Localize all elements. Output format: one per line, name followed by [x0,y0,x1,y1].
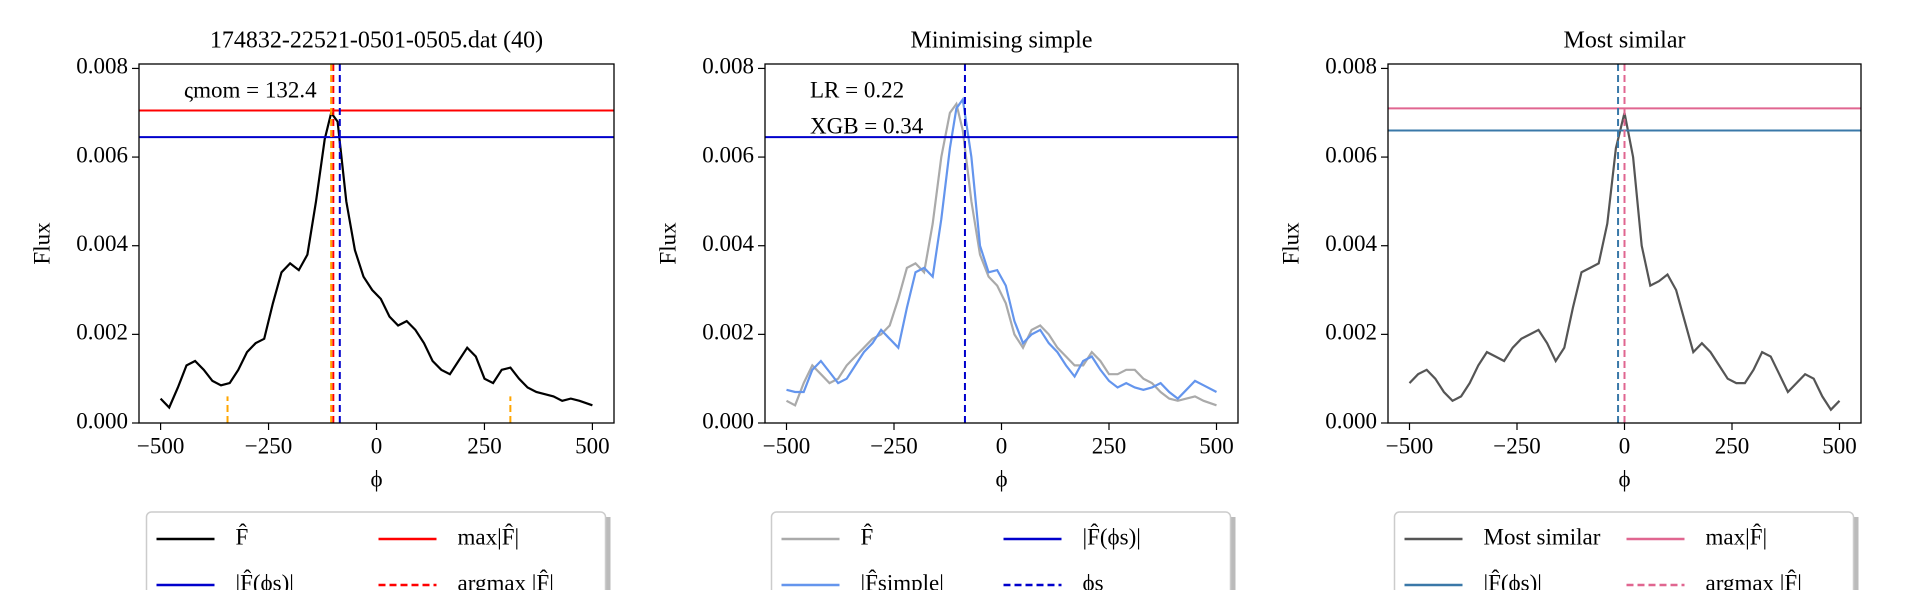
y-tick-label: 0.000 [1325,408,1377,433]
axes-frame [764,63,1239,424]
y-tick-label: 0.004 [702,231,754,256]
y-tick-label: 0.002 [1325,320,1377,345]
x-axis-label: ϕ [995,466,1007,491]
y-tick-label: 0.004 [1325,231,1377,256]
x-tick-label: −500 [137,433,184,458]
x-tick-label: −250 [245,433,292,458]
annotation: ςmom = 132.4 [184,77,317,102]
y-axis-label: Flux [29,222,54,265]
x-tick-label: 0 [1619,433,1631,458]
legend-label: |F̂(ϕs)| [1484,569,1542,590]
y-tick-label: 0.000 [702,408,754,433]
legend-box [770,511,1232,590]
x-tick-label: 500 [575,433,610,458]
data-line [785,101,1217,407]
legend-label: |F̂(ϕs)| [236,569,294,590]
x-tick-label: −250 [1493,433,1540,458]
y-tick-label: 0.006 [702,142,754,167]
chart-title: Minimising simple [910,28,1092,54]
legend-label: Most similar [1484,524,1601,549]
y-tick-label: 0.002 [76,320,128,345]
axes-frame [1387,63,1862,424]
y-tick-label: 0.006 [1325,142,1377,167]
legend-label: |F̂simple| [861,569,944,590]
chart-title: 174832-22521-0501-0505.dat (40) [210,28,543,54]
legend-label: F̂ [236,523,249,549]
data-line [159,110,593,410]
legend-label: ϕs [1083,570,1104,590]
legend-box [1393,511,1855,590]
legend-label: argmax |F̂| [1706,569,1802,590]
y-tick-label: 0.008 [702,54,754,79]
x-tick-label: −500 [1386,433,1433,458]
x-tick-label: −250 [870,433,917,458]
y-tick-label: 0.000 [76,408,128,433]
legend-label: max|F̂| [458,523,520,549]
x-tick-label: 250 [1715,433,1750,458]
axes-frame [138,63,615,424]
y-axis-label: Flux [655,222,680,265]
y-axis-label: Flux [1278,222,1303,265]
annotation: LR = 0.22 [810,77,904,102]
x-tick-label: 250 [467,433,502,458]
x-tick-label: 500 [1822,433,1857,458]
x-axis-label: ϕ [1618,466,1630,491]
x-tick-label: 250 [1092,433,1127,458]
x-tick-label: 500 [1199,433,1234,458]
legend-label: argmax |F̂| [458,569,554,590]
data-line [786,96,1218,401]
chart-title: Most similar [1563,28,1685,54]
x-axis-label: ϕ [370,466,382,491]
x-tick-label: 0 [371,433,383,458]
y-tick-label: 0.006 [76,142,128,167]
annotation: XGB = 0.34 [810,113,924,138]
y-tick-label: 0.004 [76,231,128,256]
x-tick-label: −500 [763,433,810,458]
legend-box [145,511,607,590]
x-tick-label: 0 [996,433,1008,458]
legend-label: |F̂(ϕs)| [1083,523,1141,549]
y-tick-label: 0.008 [76,54,128,79]
y-tick-label: 0.002 [702,320,754,345]
legend-label: F̂ [861,523,874,549]
y-tick-label: 0.008 [1325,54,1377,79]
legend-label: max|F̂| [1706,523,1768,549]
